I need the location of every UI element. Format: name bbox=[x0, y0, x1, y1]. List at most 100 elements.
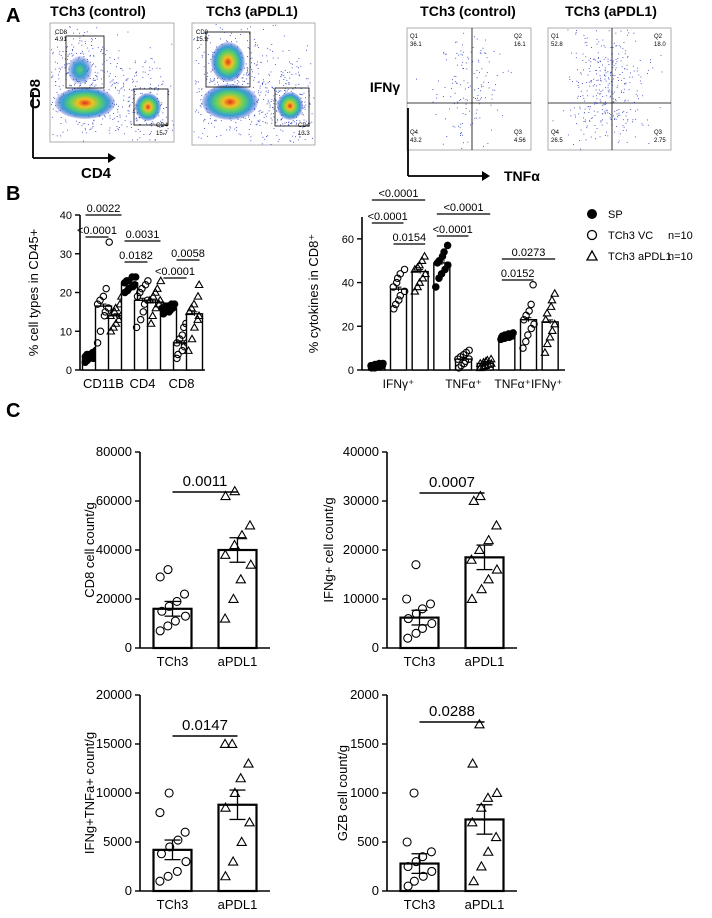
event-dot bbox=[470, 51, 472, 53]
event-dot bbox=[280, 76, 282, 78]
event-dot bbox=[247, 67, 249, 69]
event-dot bbox=[81, 125, 83, 127]
event-dot bbox=[288, 121, 289, 123]
event-dot bbox=[93, 120, 95, 122]
event-dot bbox=[608, 64, 610, 65]
event-dot bbox=[235, 122, 237, 124]
event-dot bbox=[491, 94, 493, 96]
event-dot bbox=[593, 78, 595, 80]
event-dot bbox=[282, 50, 284, 52]
event-dot bbox=[480, 53, 482, 55]
event-dot bbox=[220, 135, 222, 136]
data-point bbox=[432, 283, 440, 291]
data-point bbox=[410, 264, 420, 273]
x-category-label: TNFα⁺ bbox=[445, 377, 482, 391]
event-dot bbox=[471, 76, 473, 78]
event-dot bbox=[301, 112, 303, 114]
data-point bbox=[409, 788, 419, 798]
event-dot bbox=[311, 113, 313, 115]
event-dot bbox=[477, 97, 478, 99]
p-value-label: 0.0288 bbox=[429, 703, 475, 720]
quadrant-name: Q1 bbox=[410, 34, 419, 40]
event-dot bbox=[127, 31, 129, 33]
event-dot bbox=[253, 79, 255, 81]
event-dot bbox=[273, 113, 274, 114]
event-dot bbox=[458, 54, 460, 56]
event-dot bbox=[269, 104, 271, 106]
event-dot bbox=[600, 121, 602, 123]
event-dot bbox=[72, 54, 74, 56]
event-dot bbox=[162, 80, 164, 82]
p-value-label: 0.0011 bbox=[183, 473, 228, 490]
event-dot bbox=[298, 133, 300, 135]
event-dot bbox=[139, 137, 141, 139]
event-dot bbox=[300, 97, 302, 99]
event-dot bbox=[609, 117, 611, 119]
event-dot bbox=[583, 117, 584, 119]
event-dot bbox=[633, 70, 635, 72]
y-tick-label: 20000 bbox=[343, 542, 379, 557]
data-point bbox=[133, 292, 142, 301]
event-dot bbox=[84, 123, 86, 125]
event-dot bbox=[92, 48, 94, 50]
data-point bbox=[545, 332, 555, 341]
event-dot bbox=[106, 59, 108, 61]
data-point bbox=[114, 314, 124, 323]
event-dot bbox=[586, 37, 588, 39]
event-dot bbox=[208, 62, 210, 64]
event-dot bbox=[460, 99, 462, 100]
event-dot bbox=[217, 77, 218, 79]
event-dot bbox=[608, 83, 610, 85]
event-dot bbox=[472, 122, 473, 124]
event-dot bbox=[475, 112, 477, 114]
quadrant-value: 18.0 bbox=[654, 42, 666, 48]
event-dot bbox=[159, 68, 161, 69]
event-dot bbox=[588, 68, 590, 69]
event-dot bbox=[295, 123, 297, 125]
event-dot bbox=[272, 88, 274, 89]
data-point bbox=[466, 593, 478, 603]
data-point bbox=[490, 519, 503, 530]
event-dot bbox=[462, 54, 463, 56]
event-dot bbox=[246, 67, 248, 68]
event-dot bbox=[270, 71, 272, 73]
plot-frame bbox=[191, 22, 316, 146]
x-category-label: aPDL1 bbox=[465, 654, 505, 669]
event-dot bbox=[201, 103, 203, 105]
event-dot bbox=[58, 67, 60, 69]
event-dot bbox=[578, 86, 580, 88]
gate-value: 15.9 bbox=[196, 37, 208, 43]
event-dot bbox=[606, 122, 608, 124]
event-dot bbox=[52, 134, 54, 136]
event-dot bbox=[67, 129, 69, 131]
event-dot bbox=[597, 111, 599, 113]
data-point bbox=[473, 718, 486, 729]
p-value-label: <0.0001 bbox=[155, 266, 195, 278]
event-dot bbox=[150, 91, 152, 93]
data-point bbox=[415, 277, 425, 286]
data-point bbox=[482, 573, 495, 584]
data-point bbox=[229, 787, 241, 797]
event-dot bbox=[85, 129, 86, 131]
event-dot bbox=[311, 121, 313, 123]
event-dot bbox=[249, 119, 250, 120]
event-dot bbox=[93, 63, 94, 65]
event-dot bbox=[618, 140, 620, 142]
event-dot bbox=[75, 53, 77, 54]
event-dot bbox=[583, 121, 585, 122]
event-dot bbox=[266, 136, 267, 137]
event-dot bbox=[614, 91, 616, 93]
event-dot bbox=[589, 85, 591, 87]
p-value-label: 0.0154 bbox=[393, 232, 427, 244]
event-dot bbox=[201, 55, 203, 56]
event-dot bbox=[476, 38, 478, 40]
event-dot bbox=[298, 139, 299, 141]
event-dot bbox=[612, 63, 614, 65]
event-dot bbox=[606, 131, 607, 133]
event-dot bbox=[55, 68, 57, 70]
x-category-label: aPDL1 bbox=[218, 654, 258, 669]
event-dot bbox=[603, 44, 605, 46]
quadrant-plot-control: TCh3 (control) Q1 36.1 Q2 16.1 Q4 43.2 Q… bbox=[406, 3, 532, 151]
event-dot bbox=[602, 119, 603, 121]
event-dot bbox=[642, 95, 644, 97]
